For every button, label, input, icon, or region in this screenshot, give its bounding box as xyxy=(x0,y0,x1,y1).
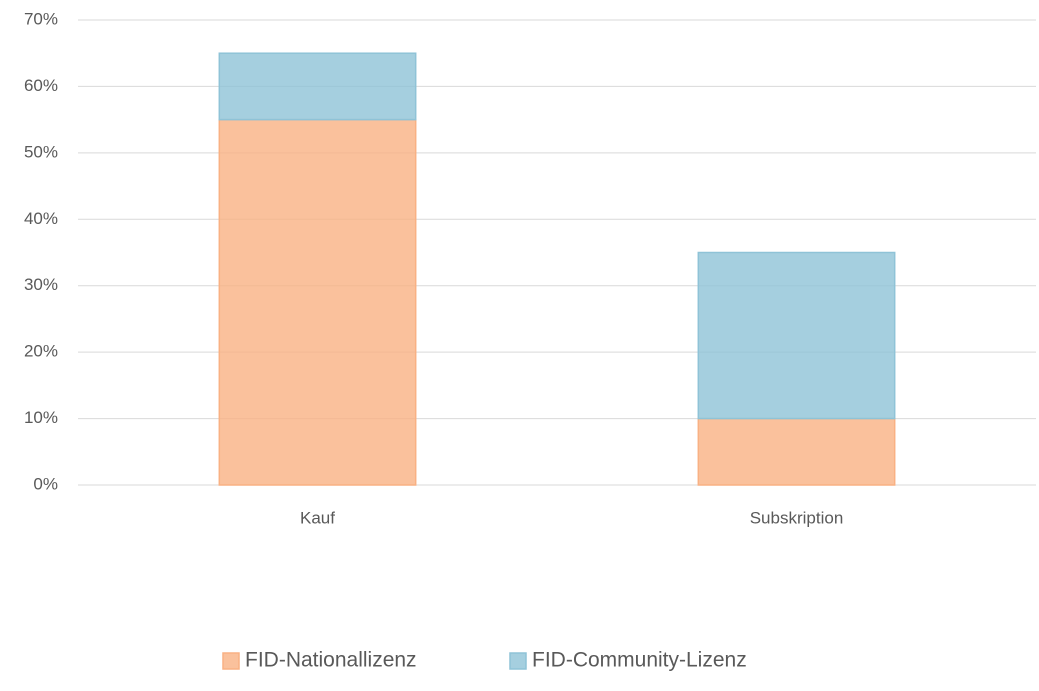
y-tick-label: 30% xyxy=(24,275,58,294)
bar-segment xyxy=(697,251,896,420)
legend-swatch xyxy=(509,652,527,670)
y-tick-label: 10% xyxy=(24,408,58,427)
y-tick-label: 0% xyxy=(33,474,58,493)
bar-segment xyxy=(218,118,417,486)
x-tick-label: Subskription xyxy=(750,508,844,527)
legend-text: FID-Nationallizenz xyxy=(245,649,417,672)
x-tick-label: Kauf xyxy=(300,508,335,527)
y-tick-label: 70% xyxy=(24,9,58,28)
y-tick-label: 20% xyxy=(24,342,58,361)
y-tick-label: 50% xyxy=(24,142,58,161)
y-tick-label: 60% xyxy=(24,76,58,95)
legend-swatch xyxy=(222,652,240,670)
bar-segment xyxy=(697,417,896,486)
bar-segment xyxy=(218,52,417,121)
y-tick-label: 40% xyxy=(24,209,58,228)
legend-text: FID-Community-Lizenz xyxy=(532,649,747,672)
